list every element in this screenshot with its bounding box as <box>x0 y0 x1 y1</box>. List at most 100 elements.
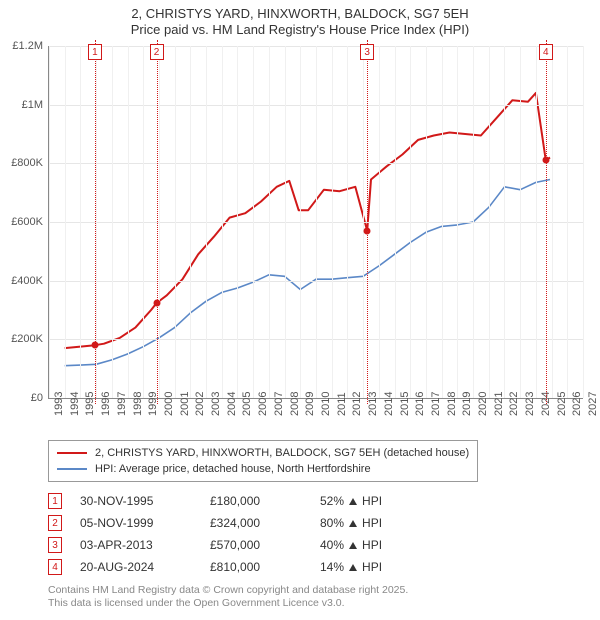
gridline-v <box>442 46 443 398</box>
gridline-v <box>49 46 50 398</box>
gridline-v <box>159 46 160 398</box>
x-axis-label: 2006 <box>257 392 269 416</box>
table-delta-pct: 52% <box>320 494 344 508</box>
x-axis-label: 2011 <box>336 392 348 416</box>
title-sub: Price paid vs. HM Land Registry's House … <box>0 22 600 38</box>
x-axis-label: 2001 <box>179 392 191 416</box>
table-date: 05-NOV-1999 <box>80 516 210 530</box>
table-date: 20-AUG-2024 <box>80 560 210 574</box>
legend-label: 2, CHRISTYS YARD, HINXWORTH, BALDOCK, SG… <box>95 447 469 459</box>
x-axis-label: 2025 <box>556 392 568 416</box>
marker-line <box>367 40 368 404</box>
x-axis-label: 2022 <box>508 392 520 416</box>
table-price: £180,000 <box>210 494 320 508</box>
y-axis-label: £1.2M <box>3 40 43 52</box>
marker-badge: 2 <box>150 44 164 60</box>
gridline-v <box>80 46 81 398</box>
gridline-v <box>285 46 286 398</box>
x-axis-label: 2004 <box>226 392 238 416</box>
gridline-v <box>347 46 348 398</box>
table-row: 4 20-AUG-2024£810,00014%HPI <box>48 556 430 578</box>
gridline-v <box>316 46 317 398</box>
x-axis-label: 2016 <box>414 392 426 416</box>
table-row: 205-NOV-1999£324,00080%HPI <box>48 512 430 534</box>
marker-badge: 4 <box>539 44 553 60</box>
gridline-v <box>222 46 223 398</box>
x-axis-label: 2018 <box>446 392 458 416</box>
up-arrow-icon <box>349 542 357 549</box>
table-marker-badge: 4 <box>48 559 62 575</box>
table-delta-tag: HPI <box>362 516 382 530</box>
table-delta: 40%HPI <box>320 538 430 552</box>
legend-label: HPI: Average price, detached house, Nort… <box>95 463 371 475</box>
legend-swatch <box>57 452 87 454</box>
gridline-v <box>567 46 568 398</box>
gridline-v <box>128 46 129 398</box>
y-axis-label: £1M <box>3 99 43 111</box>
gridline-v <box>206 46 207 398</box>
marker-line <box>95 40 96 404</box>
chart-plot-area: £0£200K£400K£600K£800K£1M£1.2M1993199419… <box>48 46 583 399</box>
x-axis-label: 2019 <box>461 392 473 416</box>
table-delta-pct: 80% <box>320 516 344 530</box>
y-axis-label: £800K <box>3 157 43 169</box>
x-axis-label: 2000 <box>163 392 175 416</box>
gridline-v <box>300 46 301 398</box>
gridline-v <box>583 46 584 398</box>
gridline-v <box>65 46 66 398</box>
series-price <box>65 93 550 348</box>
marker-badge: 3 <box>360 44 374 60</box>
gridline-v <box>190 46 191 398</box>
title-address: 2, CHRISTYS YARD, HINXWORTH, BALDOCK, SG… <box>0 6 600 22</box>
y-axis-label: £0 <box>3 392 43 404</box>
gridline-v <box>237 46 238 398</box>
legend-swatch <box>57 468 87 470</box>
table-price: £570,000 <box>210 538 320 552</box>
table-date: 03-APR-2013 <box>80 538 210 552</box>
table-marker-badge: 1 <box>48 493 62 509</box>
table-row: 303-APR-2013£570,00040%HPI <box>48 534 430 556</box>
table-delta: 14%HPI <box>320 560 430 574</box>
marker-badge: 1 <box>88 44 102 60</box>
sales-table: 130-NOV-1995£180,00052%HPI205-NOV-1999£3… <box>48 490 430 578</box>
table-price: £810,000 <box>210 560 320 574</box>
x-axis-label: 1996 <box>100 392 112 416</box>
x-axis-label: 2008 <box>289 392 301 416</box>
x-axis-label: 2005 <box>241 392 253 416</box>
footer-line2: This data is licensed under the Open Gov… <box>48 597 408 610</box>
series-hpi <box>65 180 550 366</box>
gridline-v <box>269 46 270 398</box>
gridline-v <box>504 46 505 398</box>
gridline-v <box>363 46 364 398</box>
up-arrow-icon <box>349 520 357 527</box>
gridline-v <box>112 46 113 398</box>
up-arrow-icon <box>349 564 357 571</box>
gridline-v <box>457 46 458 398</box>
y-axis-label: £200K <box>3 333 43 345</box>
gridline-v <box>473 46 474 398</box>
chart-legend: 2, CHRISTYS YARD, HINXWORTH, BALDOCK, SG… <box>48 440 478 482</box>
legend-row: HPI: Average price, detached house, Nort… <box>57 461 469 477</box>
table-delta-pct: 40% <box>320 538 344 552</box>
table-delta: 52%HPI <box>320 494 430 508</box>
x-axis-label: 2020 <box>477 392 489 416</box>
footer-line1: Contains HM Land Registry data © Crown c… <box>48 584 408 597</box>
gridline-v <box>175 46 176 398</box>
up-arrow-icon <box>349 498 357 505</box>
gridline-v <box>332 46 333 398</box>
gridline-v <box>520 46 521 398</box>
x-axis-label: 2027 <box>587 392 599 416</box>
x-axis-label: 1994 <box>69 392 81 416</box>
x-axis-label: 1998 <box>132 392 144 416</box>
chart-titles: 2, CHRISTYS YARD, HINXWORTH, BALDOCK, SG… <box>0 6 600 37</box>
legend-row: 2, CHRISTYS YARD, HINXWORTH, BALDOCK, SG… <box>57 445 469 461</box>
x-axis-label: 2023 <box>524 392 536 416</box>
x-axis-label: 1993 <box>53 392 65 416</box>
table-delta: 80% HPI <box>320 516 430 530</box>
gridline-v <box>253 46 254 398</box>
gridline-v <box>489 46 490 398</box>
gridline-v <box>552 46 553 398</box>
table-date: 30-NOV-1995 <box>80 494 210 508</box>
marker-line <box>546 40 547 404</box>
gridline-v <box>395 46 396 398</box>
